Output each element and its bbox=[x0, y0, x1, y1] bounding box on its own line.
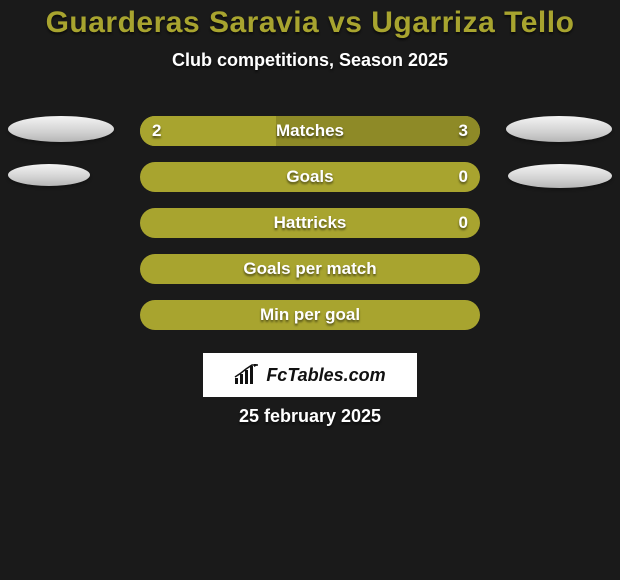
stat-bar: Matches23 bbox=[140, 116, 480, 146]
source-logo-text: FcTables.com bbox=[266, 365, 385, 386]
stat-bar: Min per goal bbox=[140, 300, 480, 330]
stat-bar: Hattricks0 bbox=[140, 208, 480, 238]
stat-value-right: 3 bbox=[447, 116, 480, 146]
bars-icon bbox=[234, 364, 260, 386]
snapshot-date: 25 february 2025 bbox=[0, 406, 620, 427]
stat-bar: Goals per match bbox=[140, 254, 480, 284]
player-right-marker bbox=[506, 116, 612, 142]
stat-label: Min per goal bbox=[140, 300, 480, 330]
stat-label: Goals bbox=[140, 162, 480, 192]
stat-row: Hattricks0 bbox=[0, 202, 620, 248]
stat-label: Goals per match bbox=[140, 254, 480, 284]
comparison-subtitle: Club competitions, Season 2025 bbox=[0, 50, 620, 71]
stat-label: Hattricks bbox=[140, 208, 480, 238]
stat-rows: Matches23Goals0Hattricks0Goals per match… bbox=[0, 110, 620, 340]
comparison-title: Guarderas Saravia vs Ugarriza Tello bbox=[0, 0, 620, 40]
stat-value-left: 2 bbox=[140, 116, 173, 146]
stat-row: Min per goal bbox=[0, 294, 620, 340]
stat-row: Goals0 bbox=[0, 156, 620, 202]
stat-row: Goals per match bbox=[0, 248, 620, 294]
stat-row: Matches23 bbox=[0, 110, 620, 156]
player-left-marker bbox=[8, 116, 114, 142]
source-logo: FcTables.com bbox=[203, 353, 417, 397]
player-left-marker bbox=[8, 164, 90, 186]
player-right-marker bbox=[508, 164, 612, 188]
stat-bar: Goals0 bbox=[140, 162, 480, 192]
stat-value-right: 0 bbox=[447, 162, 480, 192]
stat-value-right: 0 bbox=[447, 208, 480, 238]
